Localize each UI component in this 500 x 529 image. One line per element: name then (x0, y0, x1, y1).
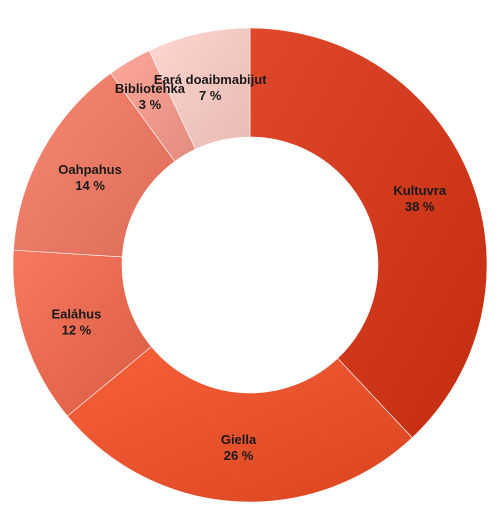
slice-label-giella: Giella (221, 432, 257, 447)
slice-oahpahus (13, 72, 176, 258)
slice-label-eara-doaibmabijut: Eará doaibmabijut (154, 72, 267, 87)
slice-percent-kultuvra: 38 % (405, 199, 435, 214)
slice-label-bibliotehka: Bibliotehka (115, 81, 186, 96)
slice-percent-giella: 26 % (224, 448, 254, 463)
slice-percent-ealahus: 12 % (62, 322, 92, 337)
slice-giella (66, 346, 413, 503)
slice-percent-bibliotehka: 3 % (139, 97, 162, 112)
slice-percent-eara-doaibmabijut: 7 % (199, 88, 222, 103)
slice-percent-oahpahus: 14 % (75, 178, 105, 193)
slices-layer (12, 27, 488, 503)
slice-kultuvra (249, 27, 488, 439)
slice-label-ealahus: Ealáhus (52, 306, 102, 321)
slice-label-kultuvra: Kultuvra (393, 183, 447, 198)
slice-eara-doaibmabijut (148, 27, 251, 150)
slice-label-oahpahus: Oahpahus (58, 162, 122, 177)
